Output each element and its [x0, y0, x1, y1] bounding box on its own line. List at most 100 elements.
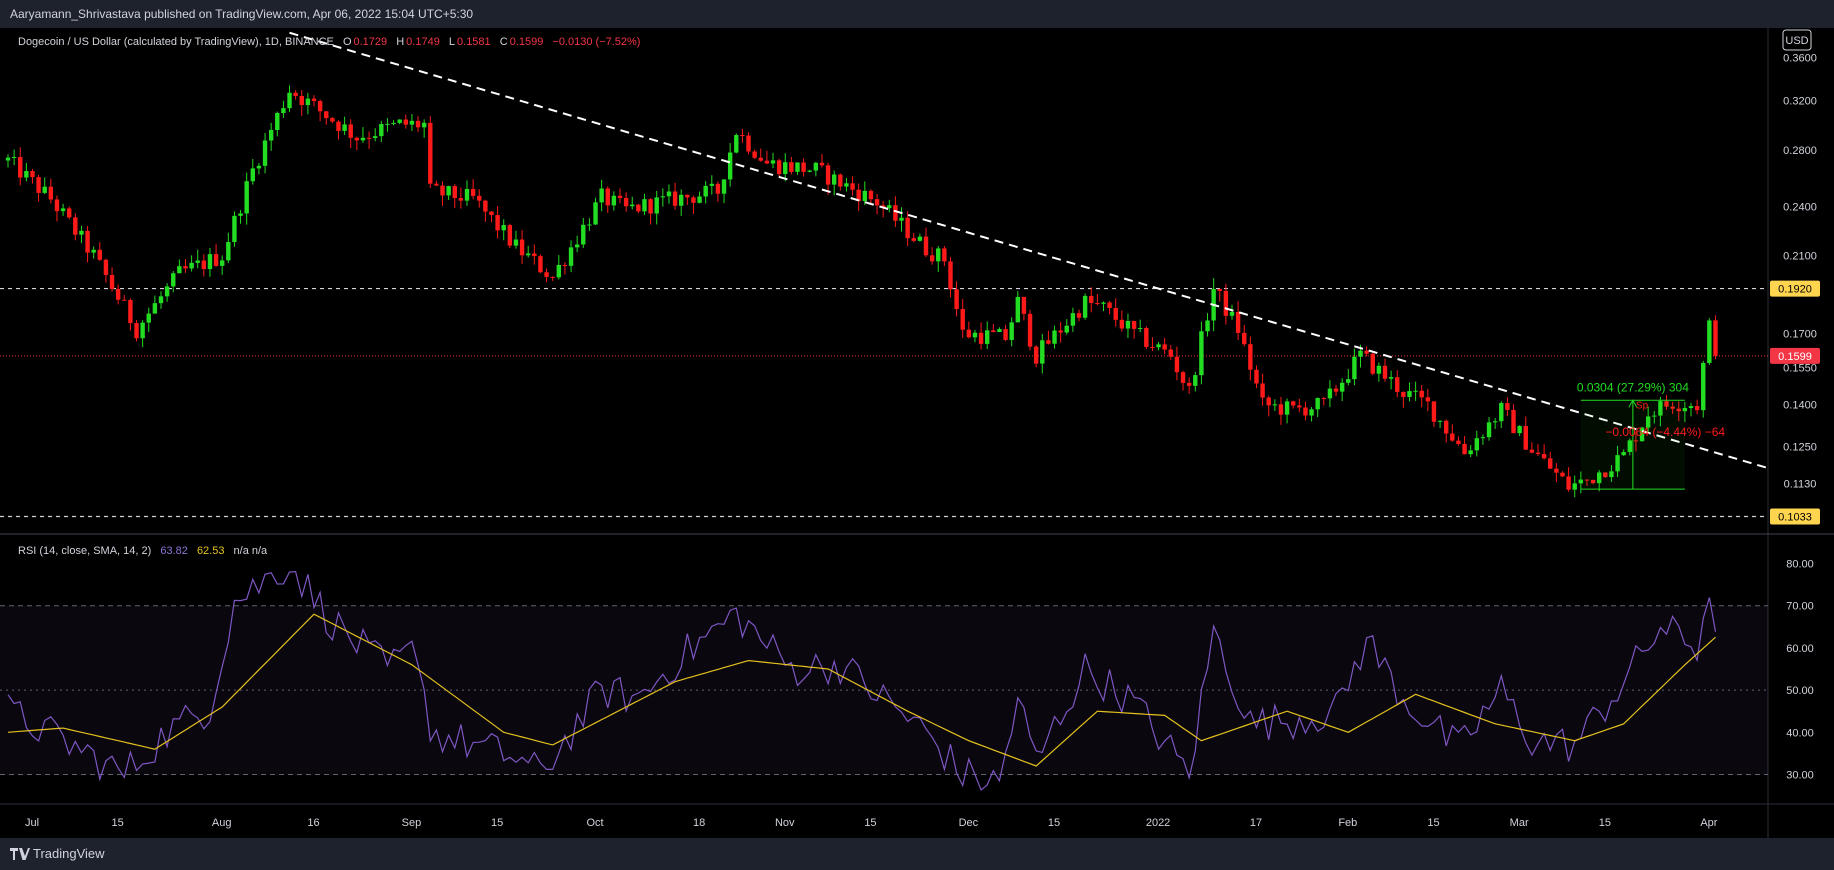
candle-body — [5, 157, 11, 161]
candle-body — [966, 329, 972, 338]
candle-body — [544, 272, 549, 277]
candle-body — [207, 254, 213, 270]
candle-body — [1701, 362, 1706, 411]
price-tick-label: 0.1130 — [1784, 479, 1817, 491]
candle-body — [1548, 458, 1553, 469]
chart-area[interactable]: 0.0304 (27.29%) 304 −0.0064 (−4.44%) −64 S… — [0, 28, 1834, 838]
candle-body — [250, 168, 255, 182]
measure-short-extra: Sp — [1636, 401, 1649, 412]
candle-body — [293, 92, 298, 96]
candle-body — [709, 183, 714, 186]
rsi-sma-value: 62.53 — [197, 545, 225, 557]
candle-body — [1015, 296, 1020, 323]
currency-button[interactable]: USD — [1785, 35, 1808, 47]
candle-body — [1119, 319, 1125, 329]
candle-body — [366, 137, 372, 139]
candle-body — [599, 188, 604, 203]
plot-background — [0, 28, 1768, 838]
candle-body — [1615, 455, 1620, 472]
candle-body — [1076, 313, 1082, 318]
candle-body — [574, 244, 580, 248]
candle-body — [1523, 426, 1528, 450]
candle-body — [1560, 472, 1565, 477]
candle-body — [1627, 440, 1632, 453]
candle-body — [1162, 344, 1167, 350]
candle-body — [1089, 295, 1094, 304]
time-tick-label: Sep — [402, 817, 422, 829]
candle-body — [275, 112, 280, 130]
level-marker-label: 0.1033 — [1778, 512, 1812, 524]
candle-body — [1027, 313, 1033, 347]
candle-body — [862, 190, 867, 202]
tradingview-logo-icon — [10, 848, 30, 860]
rsi-tick-label: 30.00 — [1786, 769, 1814, 781]
candle-body — [220, 260, 225, 266]
candle-body — [24, 171, 29, 178]
time-tick-label: 15 — [1048, 817, 1060, 829]
currency-button-box[interactable] — [1782, 29, 1812, 51]
candle-body — [1254, 369, 1259, 384]
candle-body — [807, 170, 812, 172]
publisher-text: Aaryamann_Shrivastava published on Tradi… — [10, 7, 474, 21]
candle-body — [85, 230, 90, 253]
price-tick-label: 0.2400 — [1783, 202, 1817, 214]
candle-body — [1033, 346, 1039, 364]
symbol-legend: Dogecoin / US Dollar (calculated by Trad… — [18, 36, 640, 48]
candle-body — [1621, 452, 1626, 456]
candle-body — [715, 183, 721, 194]
candle-body — [1113, 307, 1118, 320]
candle-body — [568, 247, 574, 266]
candle-body — [660, 196, 666, 198]
candle-body — [1535, 452, 1541, 455]
horizontal-levels — [0, 287, 1768, 518]
price-tick-label: 0.1700 — [1783, 328, 1817, 340]
candle-body — [587, 224, 592, 226]
measure-short-label: −0.0064 (−4.44%) −64 — [1605, 425, 1725, 439]
candle-body — [1639, 427, 1645, 442]
candle-body — [1505, 403, 1510, 410]
candle-body — [954, 289, 959, 310]
candle-body — [1284, 401, 1290, 415]
candle-body — [1456, 440, 1461, 444]
candle-body — [1658, 401, 1663, 416]
candle-body — [1199, 331, 1204, 376]
candle-body — [115, 288, 121, 300]
candle-body — [373, 136, 378, 139]
candle-body — [446, 186, 451, 196]
candle-body — [868, 190, 874, 200]
candle-body — [1382, 365, 1388, 379]
candle-body — [617, 195, 623, 198]
time-tick-label: Nov — [775, 817, 795, 829]
candle-body — [838, 174, 843, 187]
change-value: −0.0130 (−7.52%) — [552, 36, 640, 48]
candle-body — [874, 199, 880, 206]
candle-body — [899, 217, 904, 221]
candle-body — [1486, 422, 1492, 438]
candle-body — [238, 213, 243, 216]
candle-body — [611, 195, 617, 206]
candle-body — [905, 217, 910, 239]
candle-body — [287, 92, 292, 109]
candle-body — [1670, 406, 1675, 409]
candle-body — [691, 197, 696, 203]
candle-body — [1597, 472, 1602, 484]
candle-body — [917, 236, 923, 241]
candle-body — [832, 174, 837, 185]
candle-body — [189, 262, 194, 269]
candle-body — [605, 188, 610, 206]
candle-body — [1395, 377, 1400, 392]
candle-body — [256, 165, 262, 169]
candle-body — [385, 123, 390, 125]
candle-body — [1333, 388, 1339, 392]
candle-body — [1407, 391, 1412, 397]
candle-body — [1327, 388, 1333, 399]
candle-body — [550, 276, 555, 278]
candle-body — [562, 264, 568, 266]
candle-body — [18, 156, 23, 178]
candle-body — [1272, 404, 1278, 406]
candle-body — [226, 242, 231, 261]
publisher-header: Aaryamann_Shrivastava published on Tradi… — [0, 0, 1834, 28]
candle-body — [379, 123, 384, 137]
candle-body — [440, 185, 445, 196]
time-tick-label: Feb — [1338, 817, 1357, 829]
